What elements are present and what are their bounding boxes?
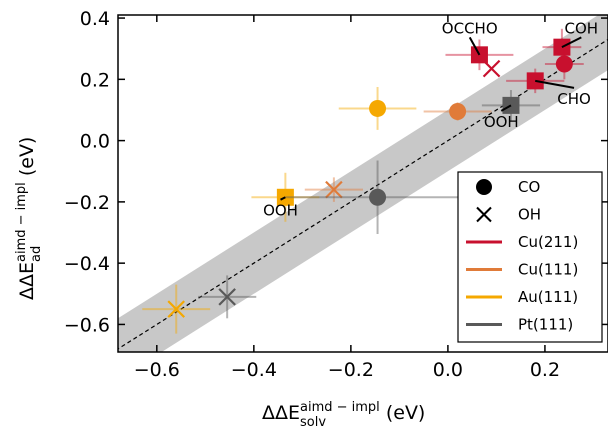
cu111-co-point: [449, 103, 467, 121]
pt111-oh-cross-b: [218, 288, 236, 306]
y-tick-label: −0.6: [64, 314, 110, 336]
au111-oh-point: [167, 300, 185, 318]
annotation-label: CHO: [557, 90, 591, 108]
au111-oh-cross-b: [167, 300, 185, 318]
cu211-oh-cross-b: [482, 59, 501, 78]
annotation-label: OCCHO: [442, 19, 498, 37]
annotation-leader: [280, 196, 286, 201]
y-tick-label: −0.4: [64, 253, 110, 275]
x-tick-label: 0.2: [530, 359, 560, 381]
annotation-label: COH: [565, 19, 599, 37]
parity-line: [118, 38, 608, 350]
parity-band: [118, 15, 608, 352]
y-tick-label: −0.2: [64, 192, 110, 214]
au111-co-point: [369, 99, 387, 117]
legend-marker-circle: [476, 179, 492, 195]
legend-entry-label: Au(111): [518, 288, 578, 306]
cu111-oh-point: [325, 180, 343, 199]
legend-entry-label: Cu(211): [518, 233, 578, 251]
parity-dashed-line: [118, 38, 608, 350]
legend-box: [457, 171, 603, 343]
legend-entry-label: CO: [518, 178, 540, 196]
y-axis-label-group: ΔΔEaimd − implad (eV): [14, 137, 44, 300]
pt111-oh-point: [218, 288, 236, 306]
legend: CO OH Cu(211) Cu(111) Au(111) Pt(111): [457, 171, 603, 343]
annotation-leader: [561, 36, 582, 49]
annotation-leader: [468, 36, 481, 56]
x-tick-label: −0.4: [231, 359, 277, 381]
x-tick-label: 0.0: [433, 359, 463, 381]
parity-band-area: [118, 15, 608, 352]
annotation-label: OOH: [263, 202, 298, 220]
pt111-ooh-point: [502, 96, 520, 114]
x-tick-label: −0.6: [134, 359, 180, 381]
annotation-label: OOH: [484, 113, 519, 131]
cu211-oh-point: [482, 59, 501, 78]
legend-entry-label: Pt(111): [518, 316, 573, 334]
legend-entry-label: OH: [518, 206, 541, 224]
y-tick-label: 0.4: [80, 8, 110, 30]
x-tick-label: −0.2: [328, 359, 374, 381]
annotation-leader: [535, 79, 575, 89]
annotations: OCCHO COH CHO OOH OOH: [263, 19, 598, 219]
legend-entry-label: Cu(111): [518, 261, 578, 279]
plot-frame: [117, 14, 608, 353]
y-tick-label: 0.0: [80, 131, 110, 153]
axes: −0.6 −0.4 −0.2 0.0 0.2 −0.6 −0.4 −0.2 0.0 0.2 0.4: [64, 8, 608, 381]
pt111-co-point: [369, 188, 387, 206]
x-axis-label: ΔΔEaimd − impl solv (eV): [262, 400, 425, 427]
cu111-oh-cross-b: [325, 180, 343, 199]
axis-labels: ΔΔEaimd − impl solv (eV) ΔΔEaimd − implad …: [14, 137, 425, 427]
y-axis-label: ΔΔEaimd − implad (eV): [14, 137, 44, 300]
cu211-co-point: [555, 55, 573, 73]
legend-marker-cross-b: [476, 206, 492, 223]
annotation-leader: [500, 104, 512, 112]
y-tick-label: 0.2: [80, 69, 110, 91]
